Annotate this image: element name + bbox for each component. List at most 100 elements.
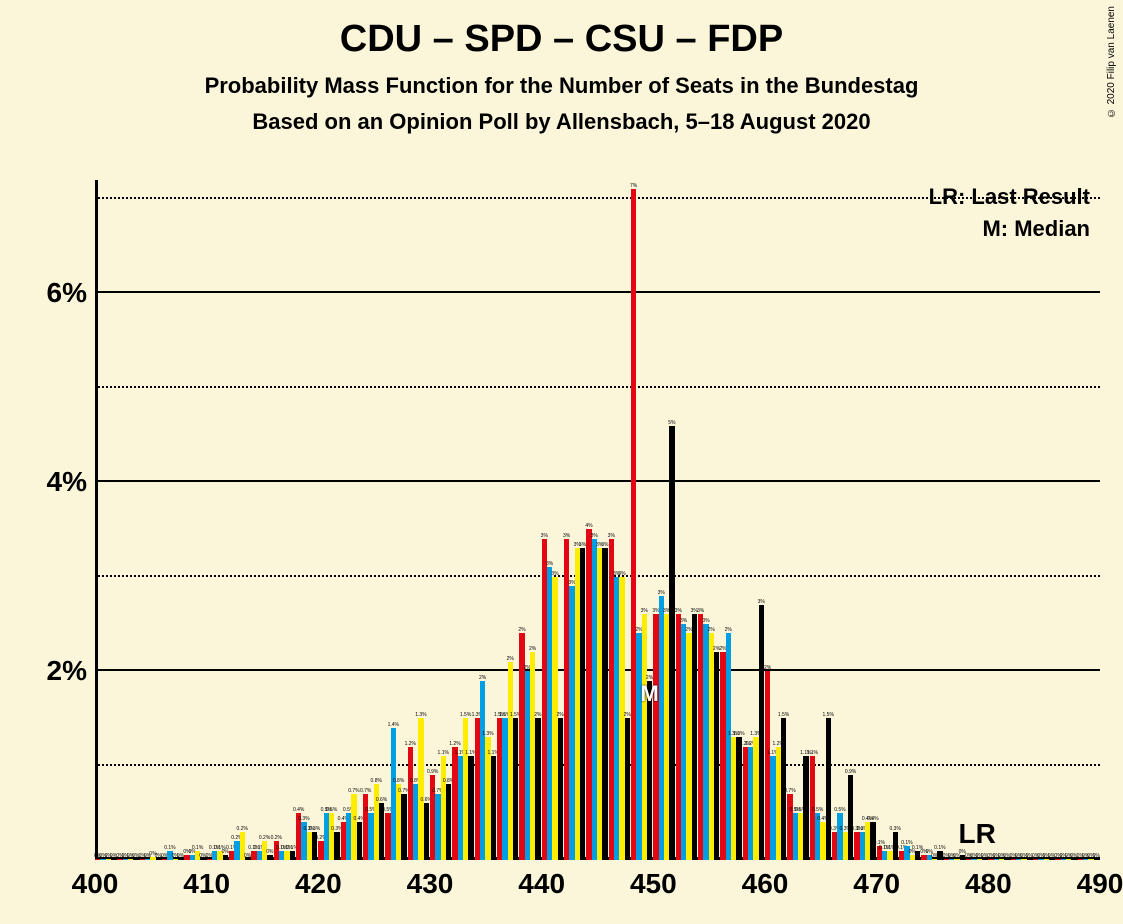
- bar-value-label: 3%: [591, 533, 598, 539]
- x-tick-label: 460: [742, 868, 789, 900]
- bar-value-label: 2%: [507, 656, 514, 662]
- bar: 5%: [669, 426, 674, 860]
- bar-value-label: 2%: [725, 627, 732, 633]
- bar-value-label: 0.5%: [834, 807, 845, 813]
- chart-title: CDU – SPD – CSU – FDP: [0, 18, 1123, 61]
- last-result-marker: LR: [958, 818, 995, 850]
- bar-value-label: 1.3%: [482, 731, 493, 737]
- bar-value-label: 5%: [668, 420, 675, 426]
- bar: 0.8%: [446, 784, 451, 860]
- bar-value-label: 0%: [1093, 853, 1100, 859]
- bar-value-label: 2%: [529, 646, 536, 652]
- bar-value-label: 0.1%: [934, 845, 945, 851]
- bar: 1.3%: [736, 737, 741, 860]
- bar-value-label: 0.1%: [192, 845, 203, 851]
- x-tick-label: 430: [407, 868, 454, 900]
- bar-value-label: 0.5%: [812, 807, 823, 813]
- bar-value-label: 3%: [680, 618, 687, 624]
- bar-value-label: 0.9%: [427, 769, 438, 775]
- bar: 2%: [714, 652, 719, 860]
- bar: 3%: [692, 614, 697, 860]
- bar-value-label: 0.3%: [298, 816, 309, 822]
- bar-value-label: 1.1%: [807, 750, 818, 756]
- bar-value-label: 0.2%: [259, 835, 270, 841]
- bar-value-label: 3%: [702, 618, 709, 624]
- x-tick-label: 410: [183, 868, 230, 900]
- bar: 3%: [580, 548, 585, 860]
- bar-value-label: 1.3%: [415, 712, 426, 718]
- bar-value-label: 0.7%: [360, 788, 371, 794]
- bar: 1.1%: [803, 756, 808, 860]
- bar: 2%: [558, 718, 563, 860]
- bar-value-label: 3%: [546, 561, 553, 567]
- bar: 0.1%: [290, 851, 295, 860]
- bar-value-label: 1.3%: [733, 731, 744, 737]
- bar: 0%: [1027, 859, 1032, 860]
- chart-subtitle-2: Based on an Opinion Poll by Allensbach, …: [0, 109, 1123, 135]
- bar-value-label: 0.3%: [890, 826, 901, 832]
- bar-value-label: 0.7%: [348, 788, 359, 794]
- bars-container: 0%0%0%0%0%0%0%0%0%0%0%0%0%0.1%0%0%0%0%0.…: [95, 180, 1100, 860]
- bar: 0.3%: [334, 832, 339, 860]
- bar-value-label: 0.4%: [867, 816, 878, 822]
- bar-value-label: 4%: [585, 523, 592, 529]
- bar-value-label: 3%: [618, 571, 625, 577]
- bar-value-label: 0.7%: [784, 788, 795, 794]
- bar-value-label: 1.5%: [460, 712, 471, 718]
- bar-value-label: 0%: [266, 849, 273, 855]
- bar: 0.7%: [401, 794, 406, 860]
- bar-value-label: 0%: [244, 853, 251, 859]
- copyright-text: © 2020 Filip van Laenen: [1106, 6, 1117, 118]
- bar-value-label: 2%: [534, 712, 541, 718]
- bar-value-label: 2%: [557, 712, 564, 718]
- bar: 1.5%: [826, 718, 831, 860]
- bar-value-label: 7%: [630, 183, 637, 189]
- bar: 0%: [1094, 859, 1099, 860]
- y-tick-label: 4%: [47, 466, 87, 498]
- bar-value-label: 3%: [697, 608, 704, 614]
- x-tick-label: 400: [72, 868, 119, 900]
- bar-value-label: 0.8%: [371, 778, 382, 784]
- bar-value-label: 2%: [518, 627, 525, 633]
- bar-value-label: 1.4%: [388, 722, 399, 728]
- bar: 0%: [245, 859, 250, 860]
- x-tick-label: 440: [518, 868, 565, 900]
- bar-value-label: 3%: [579, 542, 586, 548]
- bar: 0%: [267, 855, 272, 860]
- bar-value-label: 1.2%: [449, 741, 460, 747]
- bar: 0%: [200, 859, 205, 860]
- bar-value-label: 1.2%: [405, 741, 416, 747]
- x-tick-label: 470: [853, 868, 900, 900]
- bar: 1.1%: [491, 756, 496, 860]
- bar-value-label: 2%: [708, 627, 715, 633]
- chart-titles: CDU – SPD – CSU – FDP Probability Mass F…: [0, 0, 1123, 135]
- bar-value-label: 2%: [479, 675, 486, 681]
- bar: 0%: [1004, 859, 1009, 860]
- bar-value-label: 3%: [551, 571, 558, 577]
- chart-plot-area: LR: Last Result M: Median 2%4%6% 0%0%0%0…: [95, 180, 1100, 860]
- bar: 0.6%: [424, 803, 429, 860]
- bar: 2%: [647, 681, 652, 860]
- y-tick-label: 6%: [47, 277, 87, 309]
- x-tick-label: 490: [1077, 868, 1123, 900]
- bar: 1.1%: [468, 756, 473, 860]
- bar-value-label: 3%: [641, 608, 648, 614]
- bar-value-label: 1.1%: [438, 750, 449, 756]
- bar-value-label: 0.9%: [845, 769, 856, 775]
- bar: 2%: [625, 718, 630, 860]
- bar-value-label: 0.5%: [326, 807, 337, 813]
- bar-value-label: 3%: [608, 533, 615, 539]
- bar: 0%: [178, 859, 183, 860]
- bar: 3%: [759, 605, 764, 860]
- x-tick-label: 480: [965, 868, 1012, 900]
- bar: 0.9%: [848, 775, 853, 860]
- x-tick-label: 450: [630, 868, 677, 900]
- bar: 0%: [156, 859, 161, 860]
- bar: 1.5%: [513, 718, 518, 860]
- bar: 0%: [982, 859, 987, 860]
- bar-value-label: 1.5%: [778, 712, 789, 718]
- bar-value-label: 3%: [541, 533, 548, 539]
- bar-value-label: 0.1%: [164, 845, 175, 851]
- bar-value-label: 0.8%: [393, 778, 404, 784]
- bar-value-label: 0.2%: [237, 826, 248, 832]
